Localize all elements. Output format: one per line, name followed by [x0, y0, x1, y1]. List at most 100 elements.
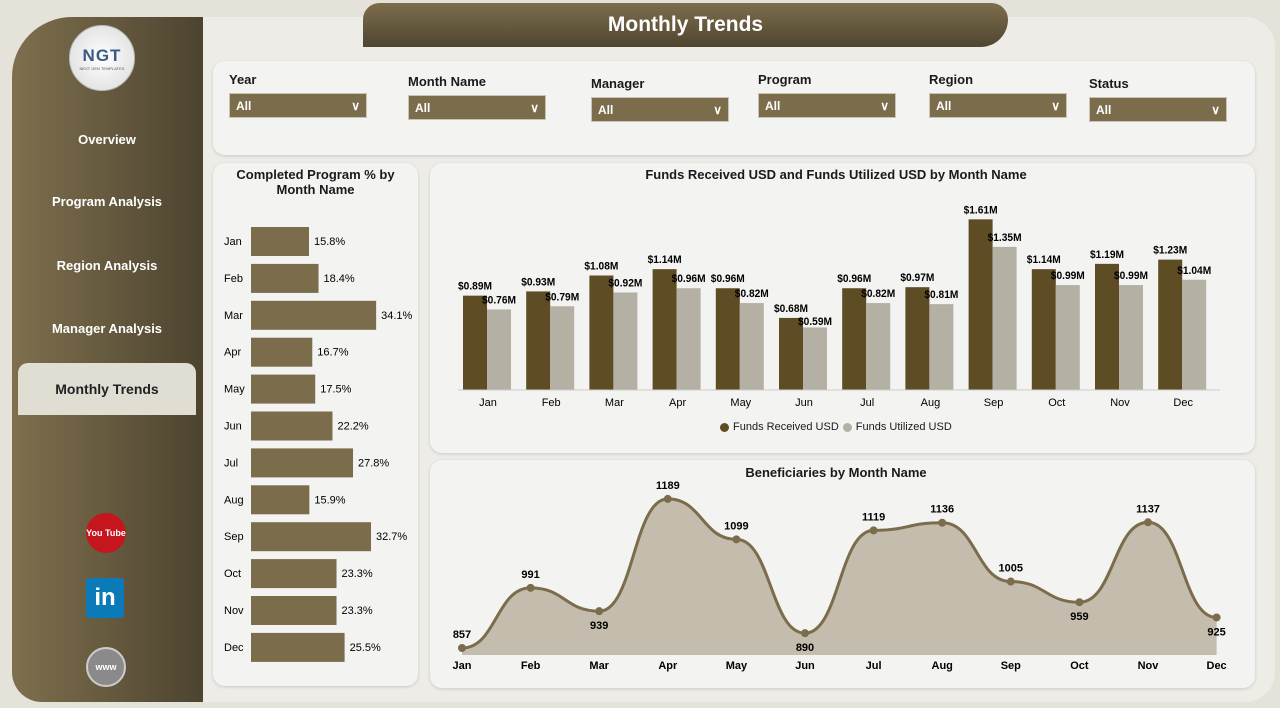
data-point: [732, 535, 741, 544]
chevron-down-icon: ∨: [1051, 98, 1060, 113]
funds-bar-chart: Jan $0.89M$0.76M Feb $0.93M $0.79M Mar $1.08M $…: [458, 204, 1220, 409]
nav-program-analysis[interactable]: Program Analysis: [51, 193, 163, 209]
data-label: 17.5%: [320, 384, 351, 396]
nav-monthly-trends[interactable]: Monthly Trends: [18, 363, 196, 415]
data-label: $0.99M: [1114, 270, 1148, 282]
data-label: 34.1%: [381, 310, 412, 322]
bar: [589, 275, 614, 390]
filter-region[interactable]: Region All ∨: [929, 72, 1067, 118]
filter-year[interactable]: Year All ∨: [229, 72, 367, 118]
data-point: [1212, 613, 1221, 622]
category-label: Apr: [224, 347, 241, 359]
data-label: 1136: [930, 504, 954, 516]
bar: [487, 309, 511, 390]
filter-program[interactable]: Program All ∨: [758, 72, 896, 118]
chevron-down-icon: ∨: [1211, 102, 1220, 117]
filter-manager[interactable]: Manager All ∨: [591, 76, 729, 122]
data-label: $0.68M: [774, 303, 808, 315]
chevron-down-icon: ∨: [713, 102, 722, 117]
funds-card: Funds Received USD and Funds Utilized US…: [430, 163, 1255, 453]
bar: [779, 317, 803, 390]
chart-title: Completed Program % by Month Name: [236, 167, 395, 197]
logo: NGT NEXT GEN TEMPLATES: [69, 25, 135, 91]
category-label: Apr: [658, 660, 678, 672]
legend-dot-received: [720, 422, 729, 432]
bar: [905, 287, 930, 390]
bar: [929, 304, 954, 390]
legend-utilized[interactable]: Funds Utilized USD: [855, 421, 952, 433]
bar: [251, 596, 337, 625]
data-label: $0.89M: [458, 281, 492, 293]
data-label: 1119: [862, 511, 885, 523]
data-label: $1.35M: [988, 232, 1022, 244]
legend-received[interactable]: Funds Received USD: [733, 421, 839, 433]
bar: [676, 288, 701, 390]
category-label: Jan: [453, 660, 472, 672]
program-dropdown[interactable]: All ∨: [758, 93, 896, 118]
data-label: $0.93M: [521, 276, 555, 288]
category-label: Dec: [224, 642, 244, 654]
legend-dot-utilized: [842, 422, 852, 432]
nav-overview[interactable]: Overview: [78, 131, 136, 147]
website-icon[interactable]: www: [86, 647, 126, 687]
month-dropdown[interactable]: All ∨: [408, 95, 546, 120]
bar: [1055, 285, 1080, 390]
nav-region-analysis[interactable]: Region Analysis: [56, 257, 158, 273]
bar: [803, 327, 827, 390]
bar: [1182, 279, 1207, 390]
manager-dropdown[interactable]: All ∨: [591, 97, 729, 122]
category-label: Oct: [1048, 397, 1065, 409]
data-point: [1006, 577, 1015, 586]
category-label: Jan: [479, 397, 497, 409]
bar: [866, 303, 891, 390]
category-label: Jul: [866, 660, 882, 672]
data-point: [595, 607, 604, 616]
hbar-chart: Jan 15.8% Feb 18.4% Mar 34.1% Apr 16.7% May 17.5%…: [224, 227, 413, 662]
data-label: $0.59M: [798, 316, 832, 328]
category-label: May: [726, 660, 748, 672]
data-label: 890: [796, 642, 814, 654]
filter-status[interactable]: Status All ∨: [1089, 76, 1227, 122]
year-dropdown[interactable]: All ∨: [229, 93, 367, 118]
bar: [1158, 259, 1183, 390]
chevron-down-icon: ∨: [530, 100, 539, 115]
youtube-icon[interactable]: You Tube: [86, 513, 126, 553]
nav-manager-analysis[interactable]: Manager Analysis: [51, 320, 163, 336]
data-label: 1099: [724, 520, 748, 532]
data-label: 1005: [999, 563, 1023, 575]
data-label: 16.7%: [317, 347, 348, 359]
category-label: Oct: [1070, 660, 1089, 672]
data-label: 1137: [1136, 503, 1160, 515]
bar: [251, 227, 309, 256]
bar: [1095, 263, 1119, 390]
completed-program-card: Completed Program % by Month Name Jan 15.…: [213, 163, 418, 686]
data-label: $0.76M: [482, 294, 516, 306]
data-label: $1.14M: [1027, 254, 1061, 266]
area-fill: [462, 498, 1217, 655]
bar: [463, 295, 487, 390]
status-dropdown[interactable]: All ∨: [1089, 97, 1227, 122]
data-point: [938, 518, 947, 527]
data-label: $1.19M: [1090, 249, 1124, 261]
data-label: 23.3%: [342, 605, 373, 617]
filter-month-name[interactable]: Month Name All ∨: [408, 74, 546, 120]
chevron-down-icon: ∨: [880, 98, 889, 113]
bar: [251, 374, 316, 404]
data-label: 959: [1070, 611, 1088, 623]
data-label: 22.2%: [337, 421, 368, 433]
category-label: Jun: [795, 397, 813, 409]
bar: [715, 288, 740, 390]
filter-panel: Year All ∨ Month Name All ∨ Manager All ∨ Prog…: [213, 61, 1255, 155]
data-label: 23.3%: [342, 568, 373, 580]
bar: [842, 288, 867, 390]
data-label: 1189: [656, 480, 680, 492]
linkedin-icon[interactable]: in: [86, 578, 124, 618]
data-label: $1.04M: [1177, 265, 1211, 277]
category-label: Mar: [224, 310, 243, 322]
category-label: Jun: [224, 421, 242, 433]
bar: [251, 485, 310, 515]
data-point: [1144, 518, 1152, 527]
data-label: 15.9%: [314, 494, 345, 506]
category-label: Feb: [542, 397, 561, 409]
region-dropdown[interactable]: All ∨: [929, 93, 1067, 118]
